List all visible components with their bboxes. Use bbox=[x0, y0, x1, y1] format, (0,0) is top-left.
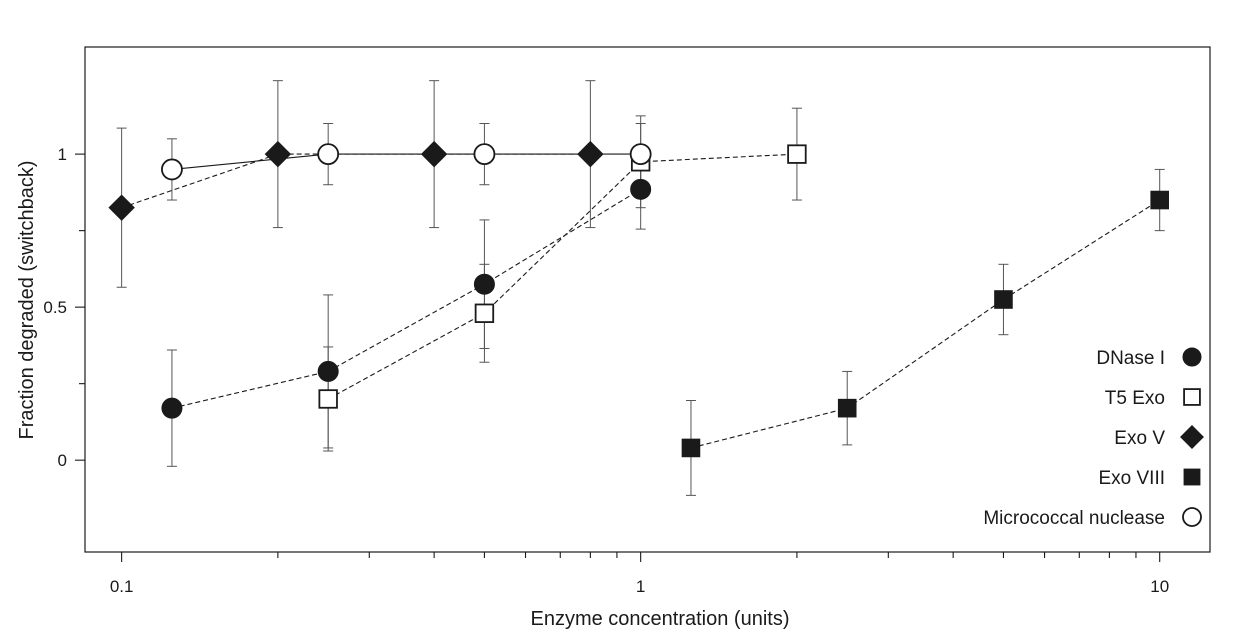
legend-label: Exo V bbox=[1114, 428, 1165, 449]
data-point bbox=[161, 397, 183, 419]
legend-marker bbox=[1182, 347, 1202, 367]
legend-marker bbox=[1183, 388, 1201, 406]
data-point bbox=[787, 144, 807, 164]
data-point bbox=[317, 143, 340, 166]
data-point bbox=[317, 360, 339, 382]
series-line bbox=[690, 199, 1160, 449]
data-point bbox=[473, 273, 495, 295]
plot-frame bbox=[84, 46, 1211, 553]
data-point bbox=[577, 140, 604, 168]
x-tick-label: 0.1 bbox=[110, 577, 134, 596]
data-point bbox=[994, 290, 1013, 309]
data-point bbox=[318, 389, 338, 409]
error-bars bbox=[116, 80, 1165, 496]
y-tick-label: 0.5 bbox=[43, 298, 67, 317]
data-point bbox=[681, 438, 701, 458]
legend-marker bbox=[1180, 425, 1204, 449]
data-markers bbox=[108, 140, 1170, 458]
y-axis-label: Fraction degraded (switchback) bbox=[16, 160, 38, 439]
data-point bbox=[474, 303, 495, 323]
data-point bbox=[1150, 190, 1170, 210]
x-tick-label: 10 bbox=[1150, 577, 1169, 596]
axis-ticks: 0.1 1 10 0 0.5 1 bbox=[43, 145, 1169, 596]
data-point bbox=[264, 140, 292, 168]
legend-label: DNase I bbox=[1096, 348, 1165, 369]
series-line bbox=[171, 153, 641, 170]
y-tick-label: 0 bbox=[58, 451, 67, 470]
data-point bbox=[108, 194, 135, 221]
data-point bbox=[837, 398, 857, 418]
legend-label: Micrococcal nuclease bbox=[983, 508, 1165, 529]
x-axis-label: Enzyme concentration (units) bbox=[530, 608, 789, 630]
x-tick-label: 1 bbox=[636, 577, 645, 596]
data-point bbox=[420, 140, 448, 168]
legend-marker bbox=[1182, 507, 1202, 527]
data-point bbox=[473, 143, 496, 166]
data-point bbox=[630, 178, 652, 200]
legend-marker bbox=[1183, 468, 1201, 486]
data-point bbox=[161, 158, 183, 181]
series-line bbox=[121, 153, 591, 209]
data-point bbox=[629, 143, 652, 166]
series-line bbox=[171, 188, 641, 409]
series-lines bbox=[121, 153, 1160, 449]
legend-label: Exo VIII bbox=[1098, 468, 1165, 489]
y-tick-label: 1 bbox=[58, 145, 67, 164]
legend-label: T5 Exo bbox=[1105, 388, 1165, 409]
series-line bbox=[327, 153, 797, 400]
legend: DNase I T5 Exo Exo V Exo VIII Micrococcal nu… bbox=[983, 347, 1204, 529]
